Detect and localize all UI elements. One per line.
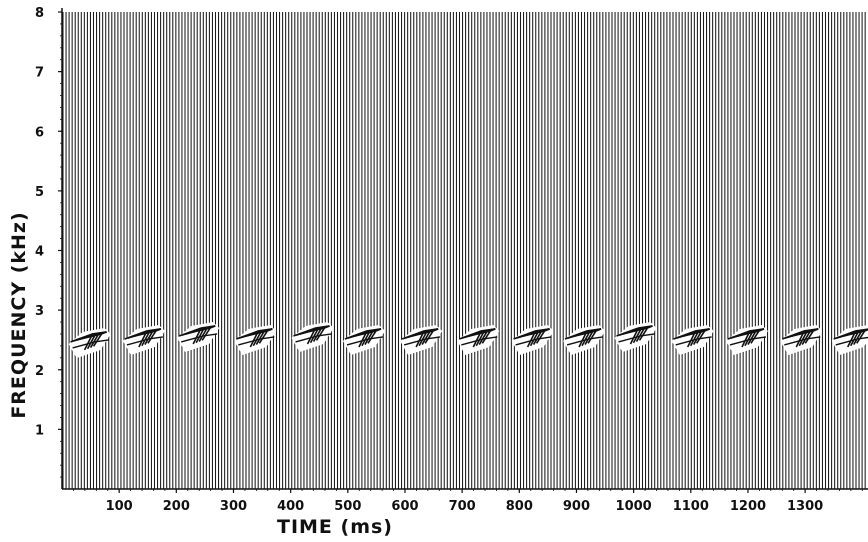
chirp-event <box>457 324 500 355</box>
chirp-stroke <box>842 328 868 344</box>
x-tick-label: 900 <box>563 499 590 514</box>
y-tick-label: 3 <box>35 304 44 319</box>
y-tick-label: 7 <box>35 66 44 81</box>
chirp-stroke <box>515 336 552 346</box>
y-tick-label: 5 <box>35 185 44 200</box>
x-tick-label: 1100 <box>673 499 709 514</box>
chirp-event <box>780 324 823 355</box>
chirp-stroke <box>468 328 496 344</box>
chirp-stroke <box>791 328 819 344</box>
x-axis-label: TIME (ms) <box>277 516 393 538</box>
chirp-stroke <box>625 325 653 341</box>
chirp-stroke <box>618 333 655 343</box>
axes <box>61 8 868 490</box>
chirp-events <box>68 321 868 358</box>
y-tick-label: 1 <box>35 423 44 438</box>
chirp-stroke <box>353 328 382 344</box>
chirp-event <box>725 324 768 355</box>
chirp-stroke <box>784 336 821 346</box>
chirp-event <box>291 321 334 352</box>
chirp-event <box>671 324 714 355</box>
chirp-event <box>831 324 868 355</box>
chirp-stroke <box>79 331 107 347</box>
x-tick-label: 1200 <box>730 499 766 514</box>
x-tick-label: 1000 <box>616 499 652 514</box>
y-axis-ticks: 1 2 3 4 5 6 7 8 <box>35 6 62 478</box>
x-axis-ticks: 100 200 300 400 500 600 700 800 900 1000 1100 1200 1… <box>73 489 863 514</box>
chirp-event <box>511 324 554 355</box>
y-tick-label: 2 <box>35 364 44 379</box>
chirp-event <box>400 324 443 355</box>
x-tick-label: 100 <box>106 499 133 514</box>
x-tick-label: 1300 <box>787 499 823 514</box>
chirp-event <box>563 324 606 355</box>
waterfall-traces <box>62 12 866 489</box>
chirp-event <box>68 327 111 358</box>
x-tick-label: 200 <box>163 499 190 514</box>
x-tick-label: 500 <box>334 499 361 514</box>
chirp-stroke <box>403 336 441 346</box>
chirp-event <box>342 324 385 355</box>
x-tick-label: 600 <box>391 499 418 514</box>
y-tick-label: 4 <box>35 245 44 260</box>
chirp-stroke <box>238 336 275 346</box>
chirp-event <box>234 324 277 355</box>
chirp-event <box>614 321 657 352</box>
chirp-stroke <box>181 333 218 343</box>
chirp-stroke <box>566 336 604 346</box>
x-tick-label: 700 <box>449 499 476 514</box>
chirp-stroke <box>835 336 868 346</box>
chirp-stroke <box>295 333 332 343</box>
chirp-stroke <box>410 328 439 344</box>
chirp-stroke <box>736 328 765 344</box>
chirp-stroke <box>72 339 109 349</box>
chirp-stroke <box>573 328 602 344</box>
chirp-stroke <box>729 336 767 346</box>
trace-lines <box>62 12 866 489</box>
y-tick-label: 6 <box>35 125 44 140</box>
chirp-stroke <box>461 336 498 346</box>
chirp-stroke <box>346 336 384 346</box>
x-tick-label: 300 <box>220 499 247 514</box>
chirp-stroke <box>245 328 273 344</box>
y-tick-label: 8 <box>35 6 44 21</box>
chirp-stroke <box>682 328 710 344</box>
x-tick-label: 400 <box>277 499 304 514</box>
x-tick-label: 800 <box>506 499 533 514</box>
chirp-stroke <box>126 336 163 346</box>
chirp-stroke <box>188 325 216 341</box>
chirp-stroke <box>522 328 550 344</box>
chirp-stroke <box>675 336 712 346</box>
chirp-event <box>122 324 165 355</box>
chirp-event <box>177 321 220 352</box>
chirp-stroke <box>302 325 330 341</box>
y-axis-label: FREQUENCY (kHz) <box>8 211 30 418</box>
chirp-stroke <box>133 328 162 344</box>
